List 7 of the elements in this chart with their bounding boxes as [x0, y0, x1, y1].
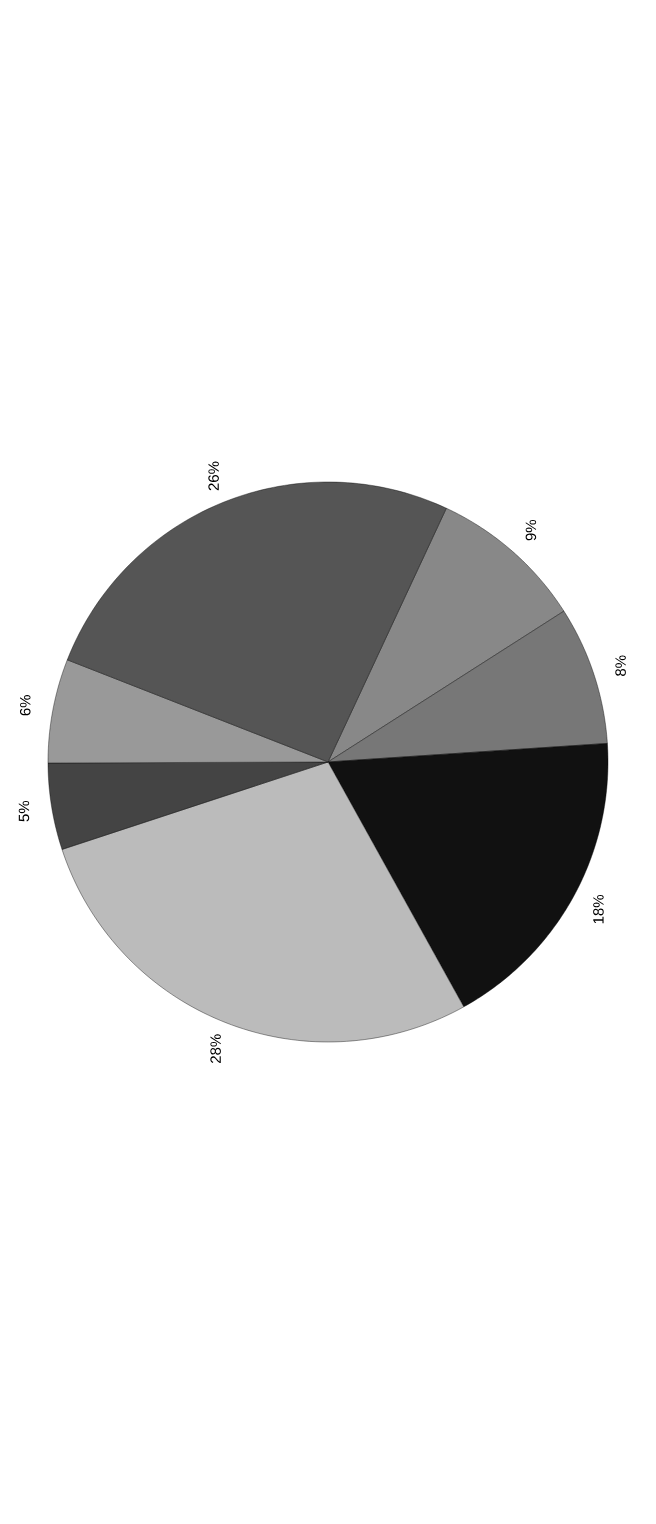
data-label: 28%	[210, 1034, 221, 1063]
data-label: 6%	[19, 695, 31, 716]
data-label: 18%	[593, 895, 604, 924]
data-label: 26%	[208, 461, 219, 491]
data-label: 5%	[18, 800, 30, 822]
data-label: 9%	[525, 519, 537, 541]
data-label: 8%	[615, 655, 626, 676]
